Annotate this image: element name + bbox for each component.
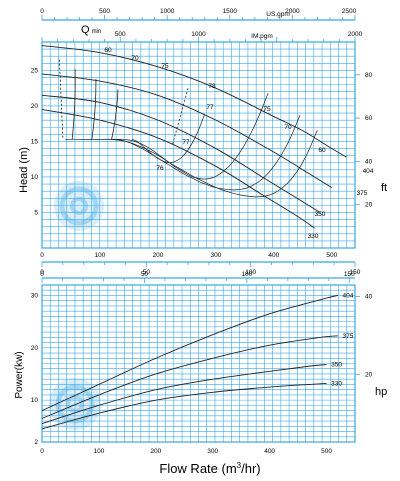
head-y2-tick-label: 40 xyxy=(365,158,373,165)
power-curve-label-404: 404 xyxy=(342,292,353,299)
head-curve-330 xyxy=(41,109,315,229)
power-curve-350 xyxy=(41,364,327,425)
head-x-tick-label: 0 xyxy=(40,252,44,259)
ls-tick-label: 50 xyxy=(143,269,151,276)
usgpm-tick-label: 500 xyxy=(99,8,110,15)
head-y2-tick-label: 80 xyxy=(365,72,373,79)
power-top-tick-label: 150 xyxy=(344,271,355,278)
usgpm-tick-label: 1500 xyxy=(223,8,238,15)
power-x-tick-label: 200 xyxy=(150,448,161,455)
impgpm-tick-label: 500 xyxy=(115,31,126,38)
efficiency-label-60: 60 xyxy=(104,47,112,54)
power-y2-tick-label: 20 xyxy=(365,371,373,378)
efficiency-arc xyxy=(91,78,97,140)
power-top-tick-label: 50 xyxy=(141,271,149,278)
power-x-tick-label: 100 xyxy=(93,448,104,455)
head-x-tick-label: 500 xyxy=(326,252,337,259)
power-y2-label: hp xyxy=(375,386,387,398)
qmin-dashed-line xyxy=(172,88,189,146)
efficiency-label-75: 75 xyxy=(161,63,169,70)
efficiency-label-75: 75 xyxy=(263,106,271,113)
power-y-tick-label: 30 xyxy=(31,292,39,299)
qmin-dashed-line xyxy=(58,59,64,138)
efficiency-label-70: 70 xyxy=(131,55,139,62)
head-curve-404 xyxy=(41,45,347,158)
power-y-label: Power(kw) xyxy=(14,351,25,398)
power-curve-330 xyxy=(41,382,327,430)
head-y-tick-label: 5 xyxy=(34,209,38,216)
power-curve-375 xyxy=(41,335,338,419)
head-y2-tick-label: 20 xyxy=(365,202,373,209)
head-y-tick-label: 10 xyxy=(31,174,39,181)
head-y-label: Head (m) xyxy=(18,147,30,193)
efficiency-label-76: 76 xyxy=(156,165,164,172)
power-curve-label-330: 330 xyxy=(331,380,342,387)
head-diameter-label-404: 404 xyxy=(363,168,374,175)
efficiency-label-70: 70 xyxy=(284,124,292,131)
watermark-logo-top xyxy=(54,181,104,231)
usgpm-tick-label: 2500 xyxy=(342,8,357,15)
head-curve-350 xyxy=(41,94,321,213)
power-chart-grid xyxy=(41,277,360,443)
power-curve-label-375: 375 xyxy=(342,333,353,340)
flow-rate-x-label: Flow Rate (m3/hr) xyxy=(159,461,260,476)
head-y-tick-label: 15 xyxy=(31,138,39,145)
efficiency-curve-76 xyxy=(131,115,205,164)
power-top-tick-label: 100 xyxy=(241,271,252,278)
impgpm-label: IM.pgm xyxy=(251,33,273,40)
power-x-tick-label: 500 xyxy=(321,448,332,455)
head-x-tick-label: 400 xyxy=(268,252,279,259)
head-diameter-label-375: 375 xyxy=(357,190,368,197)
impgpm-tick-label: 2000 xyxy=(348,31,363,38)
power-x-tick-label: 300 xyxy=(207,448,218,455)
power-curve-404 xyxy=(41,295,339,412)
head-y-tick-label: 25 xyxy=(31,67,39,74)
head-x-tick-label: 200 xyxy=(152,252,163,259)
head-y2-tick-label: 60 xyxy=(365,115,373,122)
efficiency-arc xyxy=(71,68,76,140)
usgpm-label: US.gpm xyxy=(266,11,289,18)
power-y-tick-label: 10 xyxy=(31,397,39,404)
power-y2-tick-label: 40 xyxy=(365,293,373,300)
usgpm-tick-label: 2000 xyxy=(285,8,300,15)
ls-tick-label: 150 xyxy=(350,269,361,276)
power-top-tick-label: 0 xyxy=(40,271,44,278)
chart-marks: 404 375 350 330 60 70 75 78 77 77 76 75 70 60 404 375 35… xyxy=(41,45,374,430)
efficiency-label-60: 60 xyxy=(318,147,326,154)
head-x-tick-label: 100 xyxy=(95,252,106,259)
usgpm-tick-label: 1000 xyxy=(160,8,175,15)
usgpm-tick-label: 0 xyxy=(40,8,44,15)
efficiency-label-78: 78 xyxy=(208,83,216,90)
ls-tick-label: 100 xyxy=(245,269,256,276)
power-curve-label-350: 350 xyxy=(331,362,342,369)
efficiency-label-77: 77 xyxy=(182,139,190,146)
power-y-tick-label: 20 xyxy=(31,345,39,352)
ls-tick-label: 0 xyxy=(40,269,44,276)
head-curve-375 xyxy=(41,73,333,189)
head-diameter-label-350: 350 xyxy=(315,211,326,218)
head-y2-label: ft xyxy=(381,182,387,194)
power-x-tick-label: 400 xyxy=(264,448,275,455)
head-chart-grid xyxy=(41,15,360,267)
head-diameter-label-330: 330 xyxy=(308,233,319,240)
power-x-tick-label: 0 xyxy=(40,448,44,455)
efficiency-label-77: 77 xyxy=(206,104,214,111)
efficiency-arc xyxy=(111,89,119,140)
head-y-tick-label: 20 xyxy=(31,103,39,110)
efficiency-curve-60 xyxy=(65,129,318,198)
head-x-tick-label: 300 xyxy=(210,252,221,259)
efficiency-curve-75 xyxy=(111,93,269,180)
power-plot-frame xyxy=(41,284,356,443)
power-y-tick-label: 2 xyxy=(34,439,38,446)
impgpm-tick-label: 1000 xyxy=(191,31,206,38)
